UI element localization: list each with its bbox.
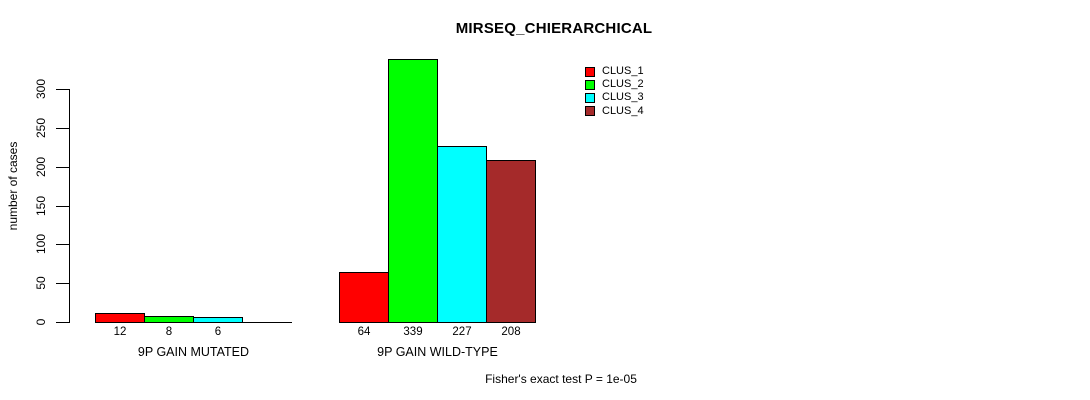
y-tick-mark bbox=[56, 322, 70, 323]
bar-clus_2-group0 bbox=[144, 316, 194, 323]
legend: CLUS_1 CLUS_2 CLUS_3 CLUS_4 bbox=[585, 65, 644, 118]
legend-swatch-clus_3 bbox=[585, 92, 595, 103]
y-tick-mark bbox=[56, 89, 70, 90]
bar-value-label: 8 bbox=[165, 326, 173, 338]
y-tick-mark bbox=[56, 167, 70, 168]
y-tick-label: 300 bbox=[34, 78, 48, 100]
bar-value-label: 339 bbox=[403, 326, 423, 338]
group-label-1: 9P GAIN WILD-TYPE bbox=[377, 345, 498, 359]
y-tick-label: 100 bbox=[34, 233, 48, 255]
bar-value-label: 208 bbox=[501, 326, 521, 338]
y-tick-mark bbox=[56, 128, 70, 129]
group-label-0: 9P GAIN MUTATED bbox=[137, 345, 250, 359]
bar-value-label: 6 bbox=[214, 326, 222, 338]
legend-label: CLUS_2 bbox=[602, 78, 644, 91]
bar-clus_3-group1 bbox=[437, 146, 487, 323]
y-tick-mark bbox=[56, 283, 70, 284]
legend-label: CLUS_1 bbox=[602, 65, 644, 78]
bar-clus_4-group0 bbox=[242, 322, 292, 323]
legend-swatch-clus_1 bbox=[585, 66, 595, 77]
legend-label: CLUS_3 bbox=[602, 91, 644, 104]
legend-swatch-clus_2 bbox=[585, 79, 595, 90]
bar-clus_2-group1 bbox=[388, 59, 438, 323]
bar-value-label: 12 bbox=[113, 326, 127, 338]
bar-value-label: 227 bbox=[452, 326, 472, 338]
legend-swatch-clus_4 bbox=[585, 106, 595, 117]
y-tick-label: 200 bbox=[34, 156, 48, 178]
y-tick-label: 150 bbox=[34, 195, 48, 217]
bar-value-label: 64 bbox=[357, 326, 371, 338]
y-tick-label: 50 bbox=[34, 276, 48, 290]
chart-title: MIRSEQ_CHIERARCHICAL bbox=[455, 20, 653, 37]
y-axis-label: number of cases bbox=[6, 141, 20, 231]
bar-clus_1-group0 bbox=[95, 313, 145, 323]
bar-clus_1-group1 bbox=[339, 272, 389, 323]
bar-clus_4-group1 bbox=[486, 160, 536, 323]
y-tick-label: 250 bbox=[34, 117, 48, 139]
y-tick-mark bbox=[56, 244, 70, 245]
legend-item-clus_2: CLUS_2 bbox=[585, 78, 644, 91]
legend-label: CLUS_4 bbox=[602, 104, 644, 117]
legend-item-clus_3: CLUS_3 bbox=[585, 91, 644, 104]
y-tick-mark bbox=[56, 206, 70, 207]
legend-item-clus_4: CLUS_4 bbox=[585, 105, 644, 118]
legend-item-clus_1: CLUS_1 bbox=[585, 65, 644, 78]
annotation-text: Fisher's exact test P = 1e-05 bbox=[485, 372, 637, 386]
bar-clus_3-group0 bbox=[193, 317, 243, 323]
y-tick-label: 0 bbox=[34, 318, 48, 326]
